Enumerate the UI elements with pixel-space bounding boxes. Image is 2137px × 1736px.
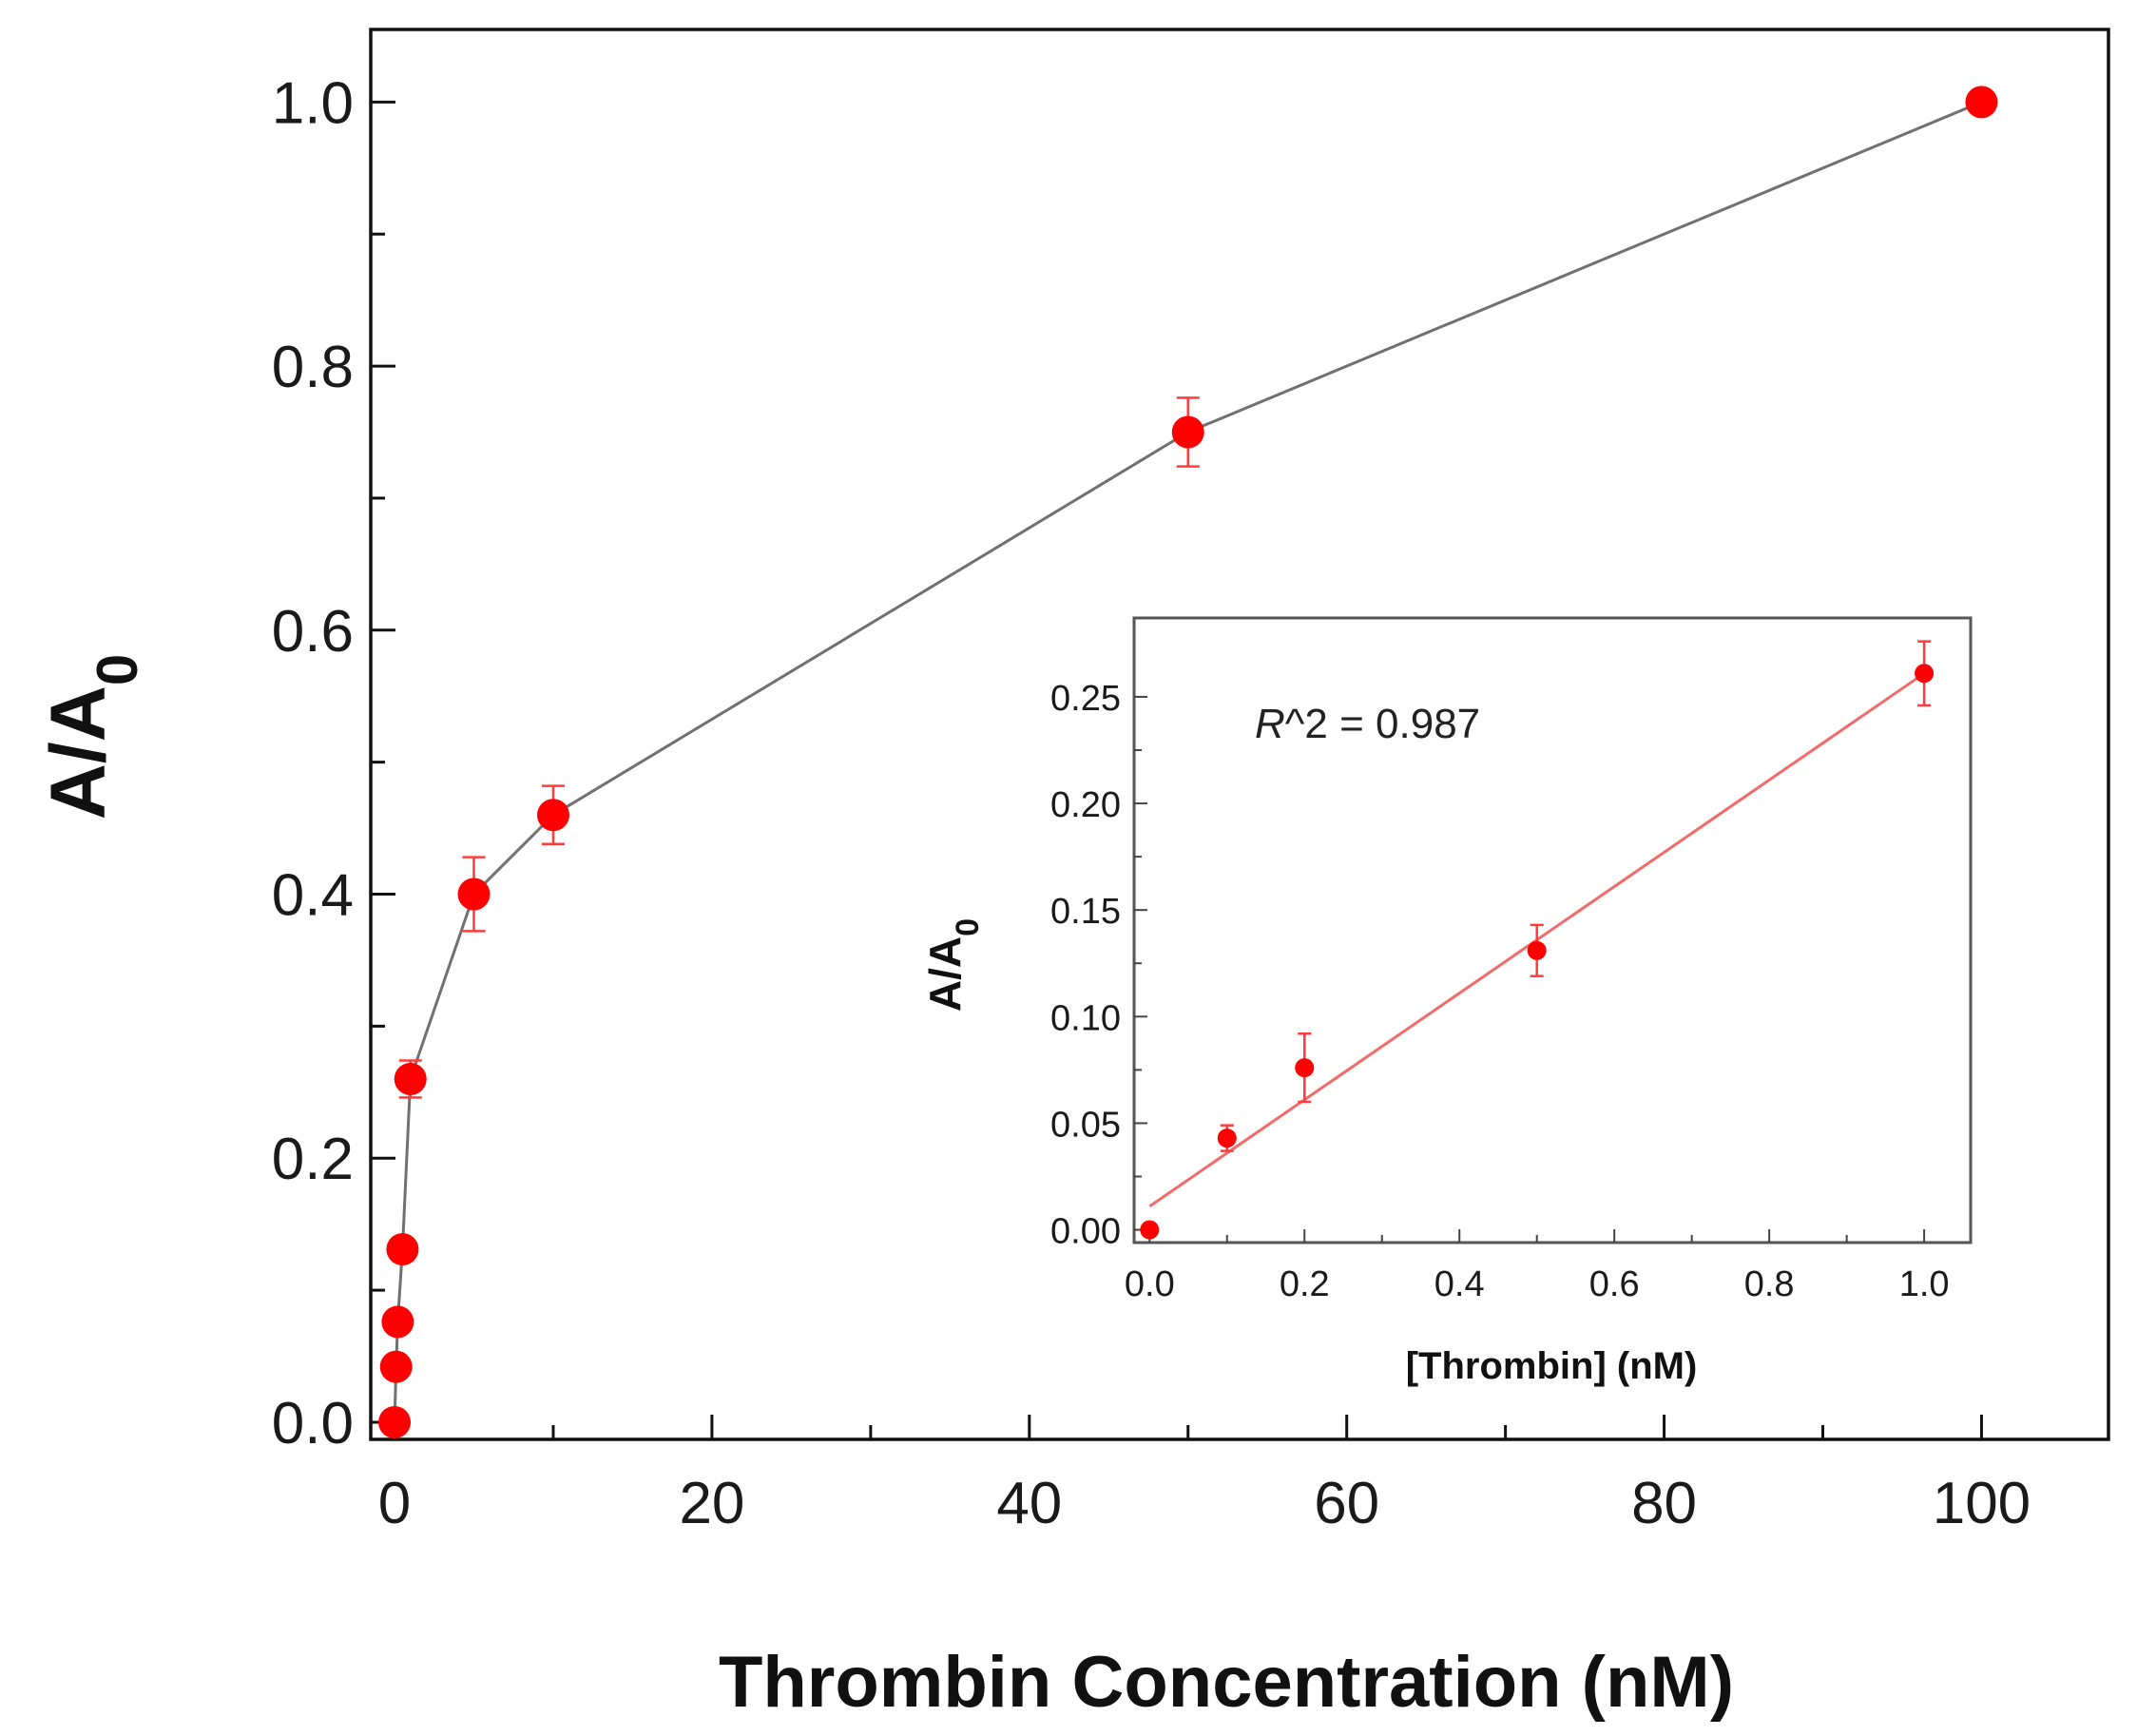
main-data-point	[536, 799, 569, 832]
main-y-tick-label: 1.0	[272, 70, 354, 136]
inset-data-point	[1140, 1220, 1160, 1240]
inset-y-tick-label: 0.20	[1050, 785, 1121, 825]
inset-y-tick-label: 0.05	[1050, 1105, 1121, 1145]
main-data-point	[1965, 86, 1998, 119]
main-y-tick-label: 0.2	[272, 1127, 354, 1192]
inset-data-points	[1140, 664, 1935, 1240]
main-x-tick-label: 60	[1314, 1471, 1379, 1536]
inset-x-tick-label: 1.0	[1899, 1264, 1950, 1304]
main-y-ticks	[371, 100, 395, 1424]
main-plot-frame	[369, 28, 2110, 1441]
main-x-axis-title: Thrombin Concentration (nM)	[719, 1642, 1734, 1723]
inset-r-squared-rest: ^2 = 0.987	[1285, 701, 1480, 747]
inset-y-tick-label: 0.15	[1050, 892, 1121, 932]
main-data-point	[457, 878, 491, 911]
inset-data-point	[1295, 1058, 1315, 1078]
main-x-tick-label: 80	[1631, 1471, 1697, 1536]
main-plot: 0 20 40 60 80 100 0.0 0.2 0.4 0.6 0.8 1.…	[35, 28, 2110, 1723]
main-y-tick-label: 0.0	[272, 1391, 354, 1456]
inset-data-point	[1527, 940, 1547, 960]
inset-y-tick-label: 0.25	[1050, 679, 1121, 719]
main-data-point	[378, 1405, 412, 1438]
inset-x-tick-label: 0.8	[1744, 1264, 1795, 1304]
inset-y-axis-title-subscript: 0	[950, 918, 986, 936]
inset-y-tick-label: 0.10	[1050, 998, 1121, 1038]
main-y-axis-title: A/A0	[35, 654, 149, 820]
main-y-tick-label: 0.6	[272, 599, 354, 665]
main-x-tick-labels: 0 20 40 60 80 100	[378, 1471, 2031, 1536]
main-y-axis-title-subscript: 0	[86, 654, 149, 685]
main-x-tick-label: 20	[679, 1471, 744, 1536]
inset-y-axis-title-base: A/A	[920, 936, 970, 1012]
main-x-tick-label: 0	[378, 1471, 411, 1536]
inset-plot-frame	[1132, 616, 1973, 1244]
main-data-points	[378, 86, 1998, 1438]
inset-data-point	[1217, 1128, 1237, 1148]
main-y-axis-title-base: A/A	[35, 685, 122, 820]
inset-x-axis-title: [Thrombin] (nM)	[1406, 1345, 1698, 1387]
inset-x-tick-label: 0.0	[1125, 1264, 1175, 1304]
inset-y-axis-title: A/A0	[920, 918, 986, 1012]
inset-data-point	[1915, 664, 1935, 684]
inset-x-tick-label: 0.2	[1280, 1264, 1330, 1304]
main-data-point	[394, 1062, 427, 1095]
main-y-tick-labels: 0.0 0.2 0.4 0.6 0.8 1.0	[272, 70, 354, 1456]
inset-plot: 0.0 0.2 0.4 0.6 0.8 1.0 0.00 0.05 0.10 0…	[920, 616, 1973, 1387]
main-data-point	[1171, 415, 1204, 449]
inset-x-tick-label: 0.4	[1434, 1264, 1485, 1304]
inset-r-squared-italic: R	[1255, 701, 1285, 747]
inset-x-tick-label: 0.6	[1589, 1264, 1640, 1304]
inset-y-tick-labels: 0.00 0.05 0.10 0.15 0.20 0.25	[1050, 679, 1121, 1252]
inset-r-squared-annotation: R^2 = 0.987	[1255, 701, 1480, 747]
main-y-tick-label: 0.4	[272, 863, 354, 929]
main-data-point	[379, 1350, 413, 1383]
main-x-tick-label: 100	[1933, 1471, 2031, 1536]
main-data-point	[386, 1233, 419, 1266]
main-data-point	[381, 1305, 414, 1339]
main-x-tick-label: 40	[996, 1471, 1062, 1536]
inset-y-tick-label: 0.00	[1050, 1212, 1121, 1252]
main-y-tick-label: 0.8	[272, 335, 354, 400]
inset-x-tick-labels: 0.0 0.2 0.4 0.6 0.8 1.0	[1125, 1264, 1950, 1304]
